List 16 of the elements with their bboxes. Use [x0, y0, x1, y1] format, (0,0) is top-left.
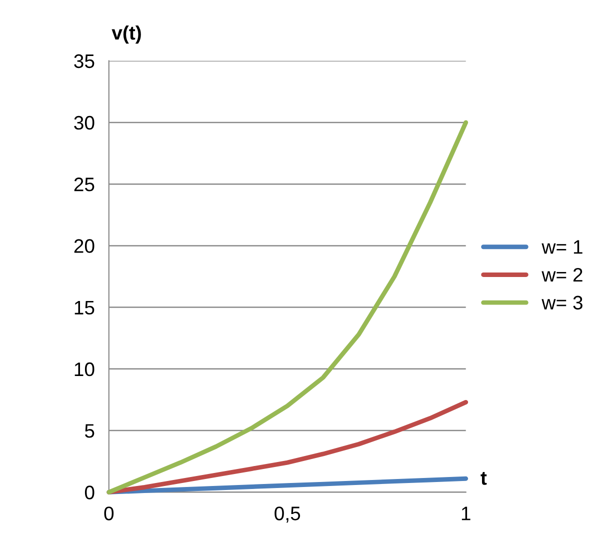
y-tick-label: 0: [84, 486, 94, 500]
x-tick-label: 0: [104, 506, 114, 520]
legend-label: w= 2: [542, 268, 582, 282]
y-tick-label: 5: [84, 424, 94, 438]
x-tick-label: 1: [462, 506, 470, 520]
legend-label: w= 1: [542, 240, 582, 254]
y-tick-label: 20: [74, 239, 94, 253]
x-tick-label: 0,5: [274, 506, 300, 523]
y-axis-title: v(t): [112, 25, 141, 44]
y-tick-label: 30: [74, 116, 94, 130]
y-tick-label: 25: [74, 178, 94, 192]
y-tick-label: 35: [74, 54, 94, 68]
legend-label: w= 3: [542, 296, 582, 310]
y-tick-label: 10: [74, 362, 94, 376]
y-tick-label: 15: [74, 300, 94, 315]
x-axis-title: t: [480, 472, 487, 485]
